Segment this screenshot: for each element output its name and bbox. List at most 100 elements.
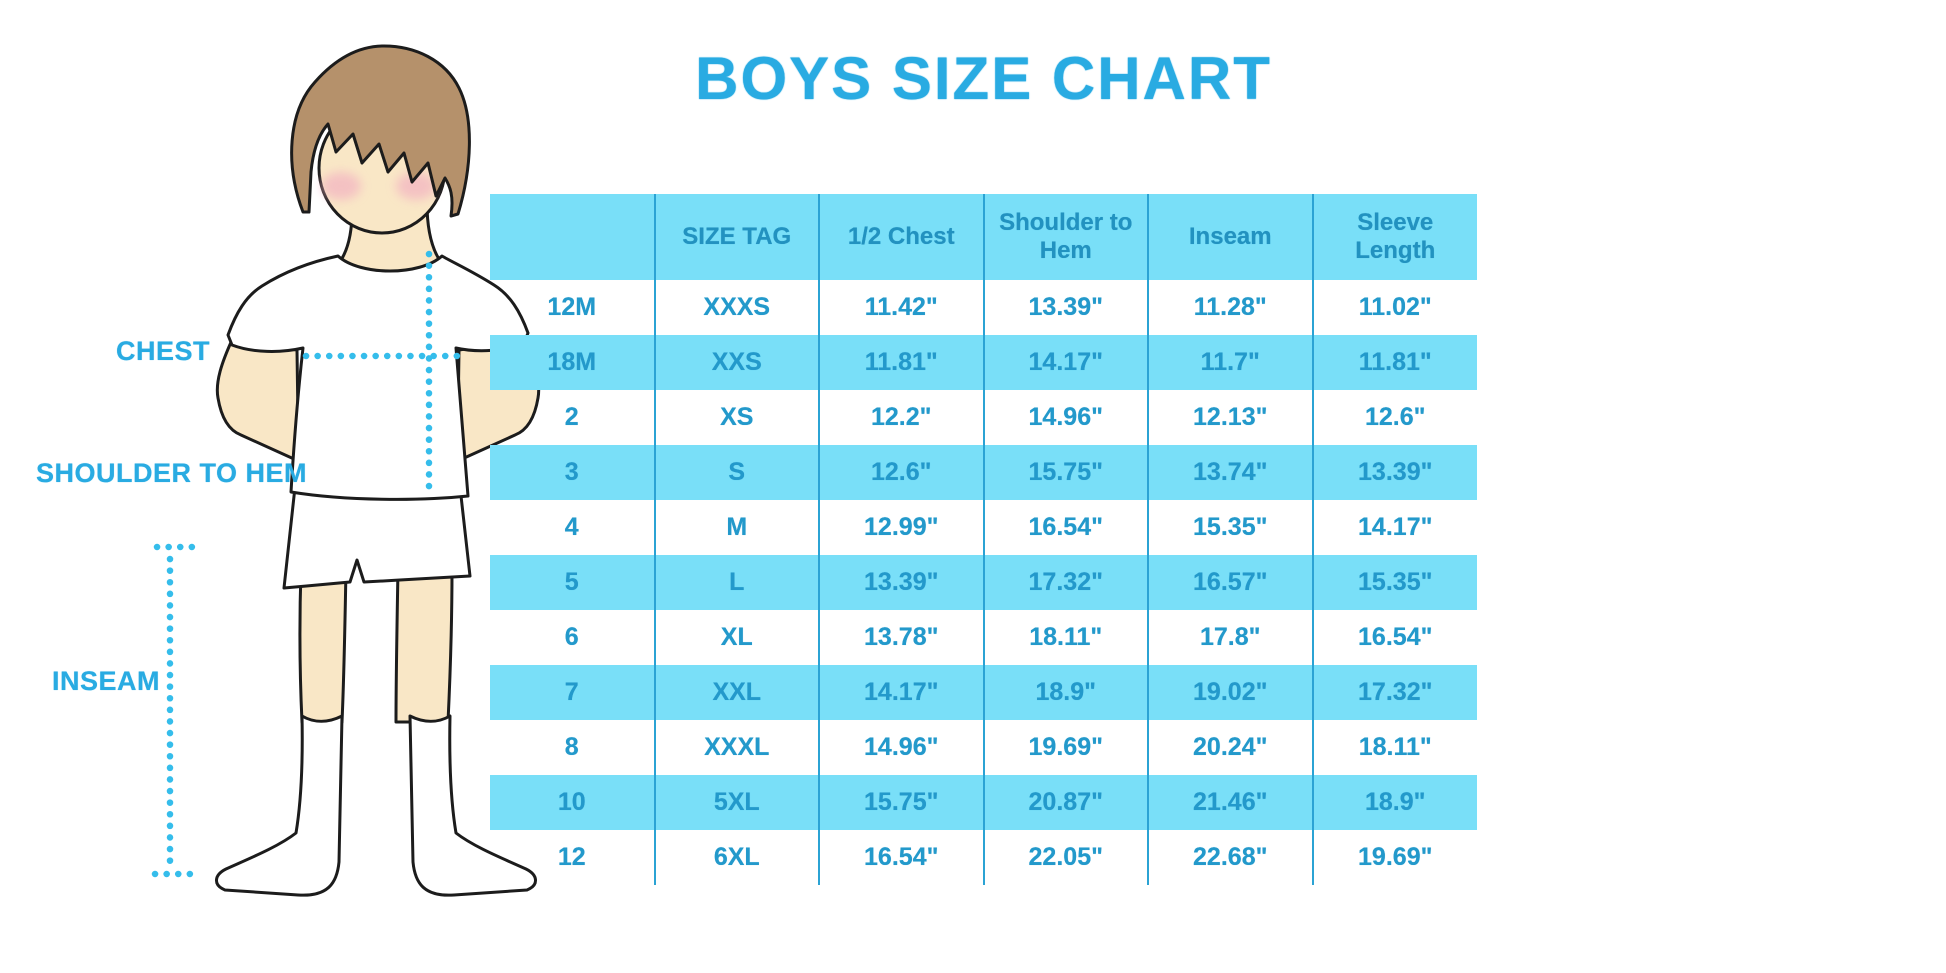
value-cell: 11.42" (818, 280, 984, 335)
value-cell: 5XL (653, 775, 819, 830)
blush-right (396, 172, 436, 200)
value-cell: 15.75" (982, 445, 1148, 500)
size-cell: 18M (547, 348, 597, 376)
value-cell: 21.46" (1147, 775, 1313, 830)
table-row: 6 XL 13.78" 18.11" 17.8" 16.54" (490, 610, 1477, 665)
value-cell: 11.02" (1311, 280, 1477, 335)
inseam-measure-line (151, 543, 197, 878)
value-cell: 15.35" (1311, 555, 1477, 610)
size-cell: 12M (547, 293, 597, 321)
right-leg (394, 566, 454, 724)
value-cell: 22.05" (982, 830, 1148, 885)
value-cell: 14.17" (1311, 500, 1477, 555)
header-row: SIZE TAG 1/2 Chest Shoulder to Hem Insea… (490, 194, 1477, 280)
value-cell: XS (653, 390, 819, 445)
value-cell: 14.17" (982, 335, 1148, 390)
value-cell: 16.54" (818, 830, 984, 885)
value-cell: 14.96" (818, 720, 984, 775)
size-cell: 3 (564, 458, 579, 486)
blush-left (321, 172, 361, 200)
chest-measure-line (302, 250, 467, 491)
header-cell-size-tag: SIZE TAG (653, 194, 819, 280)
header-cell-inseam: Inseam (1147, 194, 1313, 280)
value-cell: XXXL (653, 720, 819, 775)
inseam-label: INSEAM (52, 666, 161, 696)
size-cell: 12 (557, 843, 586, 871)
value-cell: 13.74" (1147, 445, 1313, 500)
table-row: 2 XS 12.2" 14.96" 12.13" 12.6" (490, 390, 1477, 445)
shoulder-to-hem-label: SHOULDER TO HEM (36, 458, 308, 488)
table-row: 5 L 13.39" 17.32" 16.57" 15.35" (490, 555, 1477, 610)
header-cell-sleeve-length: Sleeve Length (1311, 194, 1477, 280)
size-cell: 6 (564, 623, 579, 651)
value-cell: 19.69" (1311, 830, 1477, 885)
hair (290, 44, 471, 218)
table-row: 8 XXXL 14.96" 19.69" 20.24" 18.11" (490, 720, 1477, 775)
value-cell: 6XL (653, 830, 819, 885)
value-cell: 15.75" (818, 775, 984, 830)
value-cell: L (653, 555, 819, 610)
measurement-diagram: CHEST SHOULDER TO HEM INSEAM (0, 0, 560, 973)
size-cell: 2 (564, 403, 579, 431)
size-cell: 10 (557, 788, 586, 816)
value-cell: 22.68" (1147, 830, 1313, 885)
size-cell: 4 (564, 513, 579, 541)
header-cell-shoulder-to-hem: Shoulder to Hem (982, 194, 1148, 280)
table-row: 18M XXS 11.81" 14.17" 11.7" 11.81" (490, 335, 1477, 390)
left-sock (215, 714, 344, 897)
value-cell: 16.54" (1311, 610, 1477, 665)
boy-illustration (151, 44, 541, 897)
table-row: 10 5XL 15.75" 20.87" 21.46" 18.9" (490, 775, 1477, 830)
value-cell: 13.39" (982, 280, 1148, 335)
value-cell: 15.35" (1147, 500, 1313, 555)
value-cell: S (653, 445, 819, 500)
value-cell: 18.11" (1311, 720, 1477, 775)
size-table-body: 12M XXXS 11.42" 13.39" 11.28" 11.02" 18M XXS 11.… (490, 280, 1477, 885)
value-cell: 13.39" (818, 555, 984, 610)
value-cell: 13.78" (818, 610, 984, 665)
value-cell: 12.13" (1147, 390, 1313, 445)
value-cell: 18.9" (982, 665, 1148, 720)
value-cell: 18.11" (982, 610, 1148, 665)
table-row: 3 S 12.6" 15.75" 13.74" 13.39" (490, 445, 1477, 500)
value-cell: 14.96" (982, 390, 1148, 445)
value-cell: 11.81" (1311, 335, 1477, 390)
value-cell: 17.8" (1147, 610, 1313, 665)
left-arm (215, 338, 300, 461)
size-table: SIZE TAG 1/2 Chest Shoulder to Hem Insea… (490, 194, 1477, 885)
value-cell: XXS (653, 335, 819, 390)
value-cell: XXXS (653, 280, 819, 335)
value-cell: 17.32" (1311, 665, 1477, 720)
value-cell: 16.54" (982, 500, 1148, 555)
value-cell: 14.17" (818, 665, 984, 720)
shorts (282, 476, 472, 590)
header-cell-size (490, 194, 655, 280)
page-title: BOYS SIZE CHART (695, 45, 1272, 112)
value-cell: 12.6" (1311, 390, 1477, 445)
value-cell: 11.7" (1147, 335, 1313, 390)
table-row: 4 M 12.99" 16.54" 15.35" 14.17" (490, 500, 1477, 555)
value-cell: 12.2" (818, 390, 984, 445)
table-row: 12M XXXS 11.42" 13.39" 11.28" 11.02" (490, 280, 1477, 335)
value-cell: 12.99" (818, 500, 984, 555)
value-cell: XXL (653, 665, 819, 720)
size-cell: 8 (564, 733, 579, 761)
chest-label: CHEST (116, 336, 211, 366)
left-leg (298, 566, 348, 724)
size-cell: 5 (564, 568, 579, 596)
value-cell: 12.6" (818, 445, 984, 500)
value-cell: 19.02" (1147, 665, 1313, 720)
value-cell: 17.32" (982, 555, 1148, 610)
value-cell: 16.57" (1147, 555, 1313, 610)
size-cell: 7 (564, 678, 579, 706)
right-sock (408, 714, 537, 897)
right-arm (456, 338, 541, 461)
t-shirt (226, 254, 530, 501)
header-cell-half-chest: 1/2 Chest (818, 194, 984, 280)
table-row: 7 XXL 14.17" 18.9" 19.02" 17.32" (490, 665, 1477, 720)
value-cell: 20.24" (1147, 720, 1313, 775)
table-row: 12 6XL 16.54" 22.05" 22.68" 19.69" (490, 830, 1477, 885)
value-cell: 11.81" (818, 335, 984, 390)
value-cell: 13.39" (1311, 445, 1477, 500)
